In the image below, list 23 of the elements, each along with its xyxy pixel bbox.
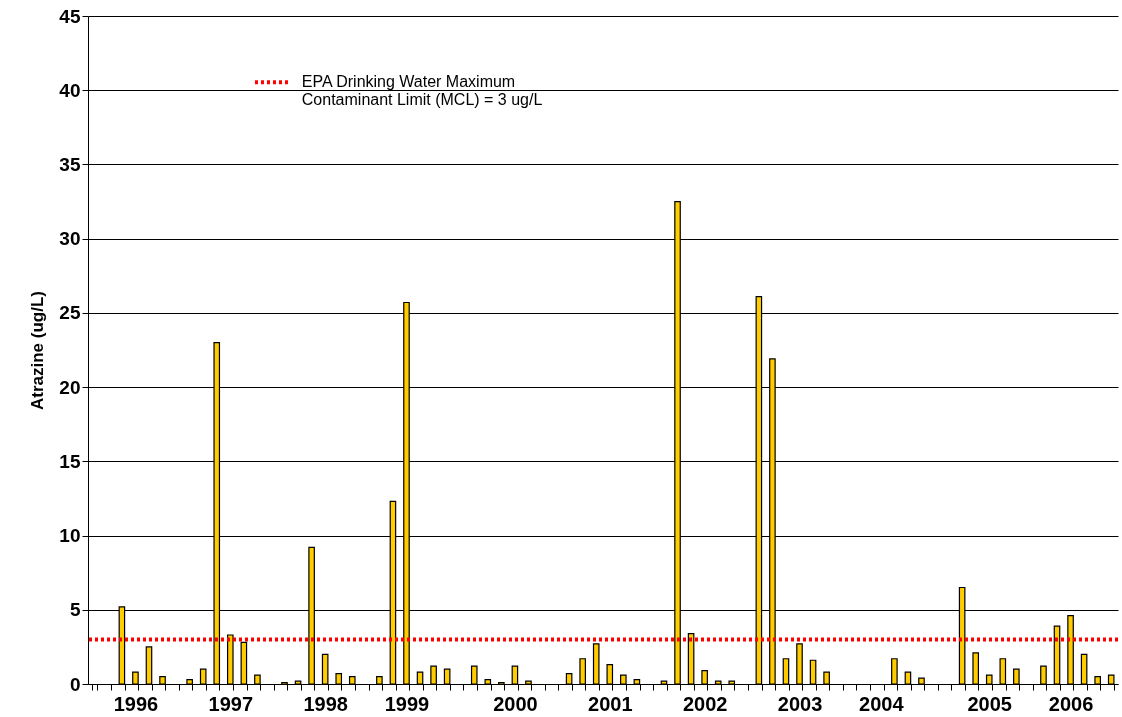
x-tick-label: 1999 xyxy=(384,692,430,715)
x-tick-label: 2000 xyxy=(493,692,538,715)
y-tick-label: 0 xyxy=(69,673,81,695)
x-tick-label: 2002 xyxy=(682,692,728,715)
x-tick-label: 2004 xyxy=(859,692,905,715)
y-tick-label: 45 xyxy=(59,5,81,27)
y-tick-label: 15 xyxy=(59,450,81,472)
legend-label: EPA Drinking Water Maximum Contaminant Limit (MCL) = 3 ug/L xyxy=(301,73,543,109)
y-axis-title: Atrazine (ug/L) xyxy=(28,291,48,410)
x-tick-label: 2006 xyxy=(1048,692,1094,715)
y-tick-label: 5 xyxy=(69,599,81,621)
y-tick-label: 40 xyxy=(59,79,81,101)
x-tick-label: 1998 xyxy=(303,692,348,715)
y-tick-label: 30 xyxy=(59,228,81,250)
x-tick-label: 2001 xyxy=(588,692,633,715)
x-tick-label: 1997 xyxy=(208,692,254,715)
y-tick-label: 20 xyxy=(59,376,81,398)
y-tick-label: 25 xyxy=(59,302,81,324)
x-tick-label: 2005 xyxy=(967,692,1012,715)
y-tick-label: 35 xyxy=(59,153,81,175)
x-tick-label: 1996 xyxy=(113,692,159,715)
y-tick-label: 10 xyxy=(59,525,81,547)
x-tick-label: 2003 xyxy=(777,692,823,715)
